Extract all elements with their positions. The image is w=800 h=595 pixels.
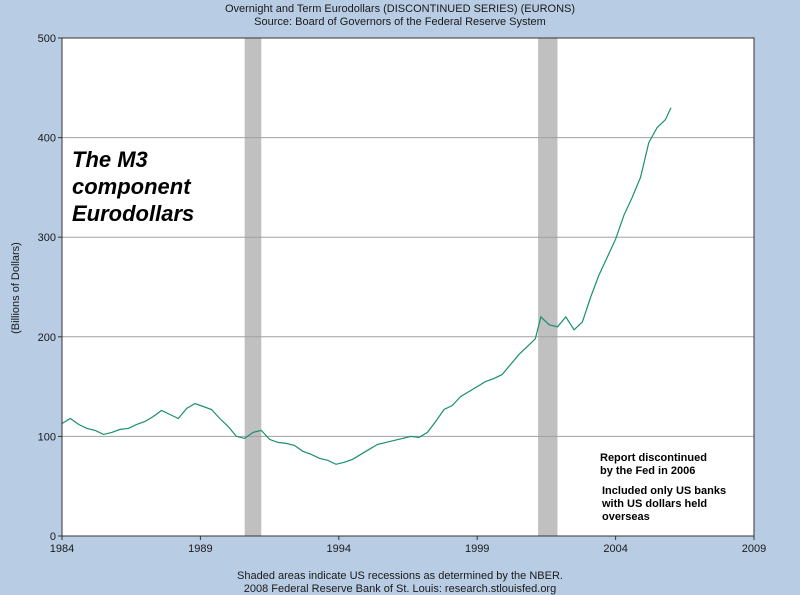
recession-band — [538, 38, 558, 536]
chart-title: Overnight and Term Eurodollars (DISCONTI… — [224, 3, 576, 15]
x-tick-label: 1999 — [465, 543, 489, 555]
footer-credit: 2008 Federal Reserve Bank of St. Louis: … — [243, 583, 557, 595]
y-tick-label: 400 — [38, 133, 56, 145]
annotation-line: by the Fed in 2006 — [600, 465, 696, 477]
annotation-line: with US dollars held — [602, 498, 708, 510]
chart-source: Source: Board of Governors of the Federa… — [254, 16, 546, 28]
x-tick-label: 1994 — [327, 543, 351, 555]
y-tick-label: 500 — [38, 33, 56, 45]
x-tick-label: 2009 — [742, 543, 766, 555]
annotation-big-line: The M3 — [72, 147, 148, 172]
footer-note: Shaded areas indicate US recessions as d… — [237, 570, 563, 582]
annotation-line: overseas — [602, 511, 650, 523]
plot-area — [62, 38, 754, 536]
y-axis-title: (Billions of Dollars) — [10, 242, 22, 334]
series-line — [61, 107, 672, 465]
y-axis-ticks: 0 100 200 300 400 500 — [38, 33, 62, 543]
x-tick-label: 1989 — [188, 543, 212, 555]
y-tick-label: 100 — [38, 431, 56, 443]
gridlines — [62, 137, 754, 437]
y-tick-label: 0 — [50, 531, 56, 543]
x-tick-label: 1984 — [50, 543, 74, 555]
annotation-line: Report discontinued — [600, 452, 707, 464]
annotation-banks: Included only US banks with US dollars h… — [602, 485, 726, 524]
y-tick-label: 200 — [38, 332, 56, 344]
annotation-discontinued: Report discontinued by the Fed in 2006 — [600, 452, 707, 478]
x-tick-label: 2004 — [603, 543, 627, 555]
plot-frame — [61, 37, 755, 537]
annotation-big-label: The M3 component Eurodollars — [72, 146, 194, 227]
annotation-big-line: Eurodollars — [72, 201, 195, 226]
y-tick-label: 300 — [38, 232, 56, 244]
annotation-line: Included only US banks — [602, 485, 727, 497]
recession-band — [244, 38, 262, 536]
x-axis-ticks: 1984 1989 1994 1999 2004 2009 — [50, 536, 766, 555]
series-layer — [61, 107, 672, 465]
annotation-big-line: component — [72, 174, 191, 199]
recession-bands — [244, 38, 558, 536]
